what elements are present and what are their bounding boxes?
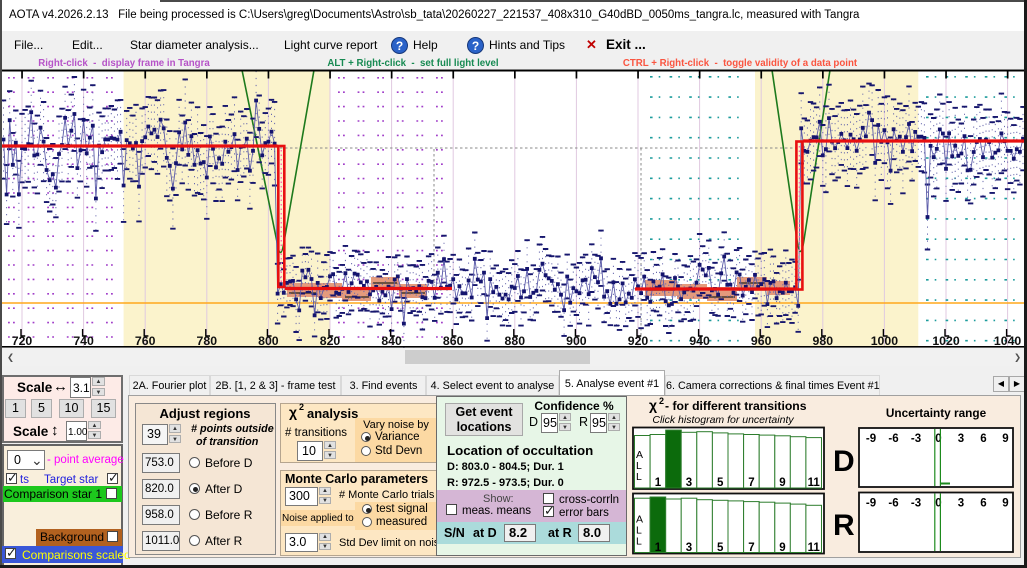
svg-text:1: 1	[655, 542, 662, 554]
svg-text:L: L	[636, 471, 642, 483]
svg-text:D: D	[833, 445, 855, 478]
svg-text:9: 9	[1002, 498, 1008, 510]
svg-text:740: 740	[73, 334, 94, 348]
svg-text:A: A	[636, 514, 643, 526]
svg-text:9: 9	[779, 477, 785, 489]
svg-text:11: 11	[808, 542, 821, 554]
svg-text:L: L	[636, 525, 642, 537]
svg-text:1040: 1040	[994, 334, 1022, 348]
svg-text:900: 900	[566, 334, 587, 348]
svg-text:960: 960	[751, 334, 772, 348]
svg-text:780: 780	[197, 334, 218, 348]
svg-text:-6: -6	[888, 498, 898, 510]
svg-text:880: 880	[505, 334, 526, 348]
svg-text:6: 6	[980, 433, 986, 445]
svg-text:940: 940	[689, 334, 710, 348]
svg-text:- for different transitions: - for different transitions	[665, 399, 807, 413]
svg-text:1: 1	[655, 477, 662, 489]
svg-text:3: 3	[958, 498, 964, 510]
svg-text:0: 0	[935, 498, 941, 510]
svg-text:720: 720	[12, 334, 33, 348]
svg-text:-6: -6	[888, 433, 898, 445]
svg-text:-9: -9	[866, 433, 876, 445]
svg-text:1020: 1020	[932, 334, 960, 348]
svg-text:0: 0	[935, 433, 941, 445]
svg-text:L: L	[636, 460, 642, 472]
svg-text:800: 800	[258, 334, 279, 348]
svg-text:3: 3	[686, 542, 692, 554]
svg-text:6: 6	[980, 498, 986, 510]
svg-text:11: 11	[808, 477, 821, 489]
svg-text:χ: χ	[649, 397, 657, 413]
svg-text:7: 7	[748, 542, 754, 554]
svg-text:5: 5	[717, 477, 724, 489]
svg-text:R: R	[833, 509, 855, 542]
svg-text:920: 920	[628, 334, 649, 348]
svg-text:5: 5	[717, 542, 724, 554]
svg-text:Click histogram for uncertaint: Click histogram for uncertainty	[652, 414, 794, 426]
svg-text:760: 760	[135, 334, 156, 348]
svg-text:3: 3	[686, 477, 692, 489]
svg-text:-3: -3	[911, 498, 921, 510]
svg-text:3: 3	[958, 433, 964, 445]
svg-text:820: 820	[320, 334, 341, 348]
svg-text:9: 9	[1002, 433, 1008, 445]
svg-text:2: 2	[659, 396, 664, 406]
svg-text:L: L	[636, 536, 642, 548]
svg-text:-9: -9	[866, 498, 876, 510]
svg-text:7: 7	[748, 477, 754, 489]
svg-text:A: A	[636, 449, 643, 461]
svg-text:-3: -3	[911, 433, 921, 445]
svg-text:Uncertainty range: Uncertainty range	[886, 406, 987, 420]
svg-text:1000: 1000	[871, 334, 899, 348]
svg-text:860: 860	[443, 334, 464, 348]
svg-text:840: 840	[381, 334, 402, 348]
svg-text:980: 980	[813, 334, 834, 348]
svg-text:9: 9	[779, 542, 785, 554]
